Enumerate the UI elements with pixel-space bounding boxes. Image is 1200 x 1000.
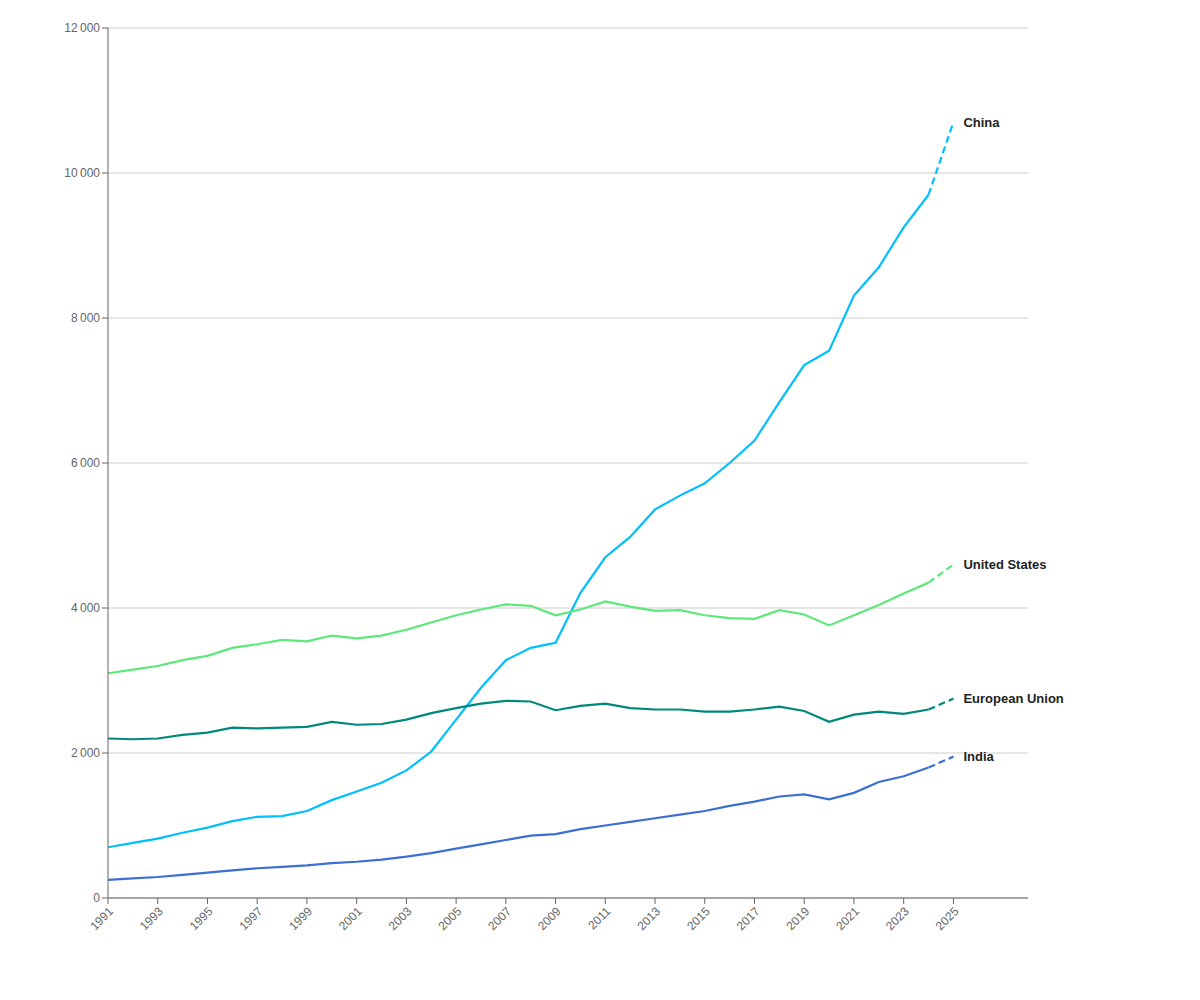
- svg-text:2009: 2009: [535, 904, 564, 933]
- svg-text:2023: 2023: [883, 904, 912, 933]
- svg-text:8 000: 8 000: [71, 311, 100, 325]
- svg-text:6 000: 6 000: [71, 456, 100, 470]
- svg-text:2011: 2011: [585, 904, 613, 932]
- svg-text:European Union: European Union: [963, 691, 1063, 706]
- svg-text:2003: 2003: [386, 904, 415, 933]
- svg-text:1999: 1999: [286, 904, 315, 933]
- svg-text:United States: United States: [963, 557, 1046, 572]
- svg-text:0: 0: [93, 891, 100, 905]
- svg-text:4 000: 4 000: [71, 601, 100, 615]
- svg-text:2 000: 2 000: [71, 746, 100, 760]
- svg-text:2005: 2005: [435, 904, 464, 933]
- svg-text:2015: 2015: [684, 904, 713, 933]
- svg-text:1991: 1991: [87, 904, 116, 933]
- svg-text:2019: 2019: [784, 904, 813, 933]
- svg-text:2021: 2021: [833, 904, 862, 933]
- svg-text:2013: 2013: [634, 904, 663, 933]
- svg-text:12 000: 12 000: [64, 21, 100, 35]
- svg-text:India: India: [963, 749, 994, 764]
- svg-text:2007: 2007: [485, 904, 514, 933]
- svg-text:2025: 2025: [933, 904, 962, 933]
- svg-text:1997: 1997: [237, 904, 266, 933]
- svg-text:1995: 1995: [187, 904, 216, 933]
- svg-text:1993: 1993: [137, 904, 166, 933]
- svg-text:2001: 2001: [336, 904, 365, 933]
- svg-text:10 000: 10 000: [64, 166, 100, 180]
- svg-text:2017: 2017: [734, 904, 763, 933]
- svg-text:China: China: [963, 115, 1000, 130]
